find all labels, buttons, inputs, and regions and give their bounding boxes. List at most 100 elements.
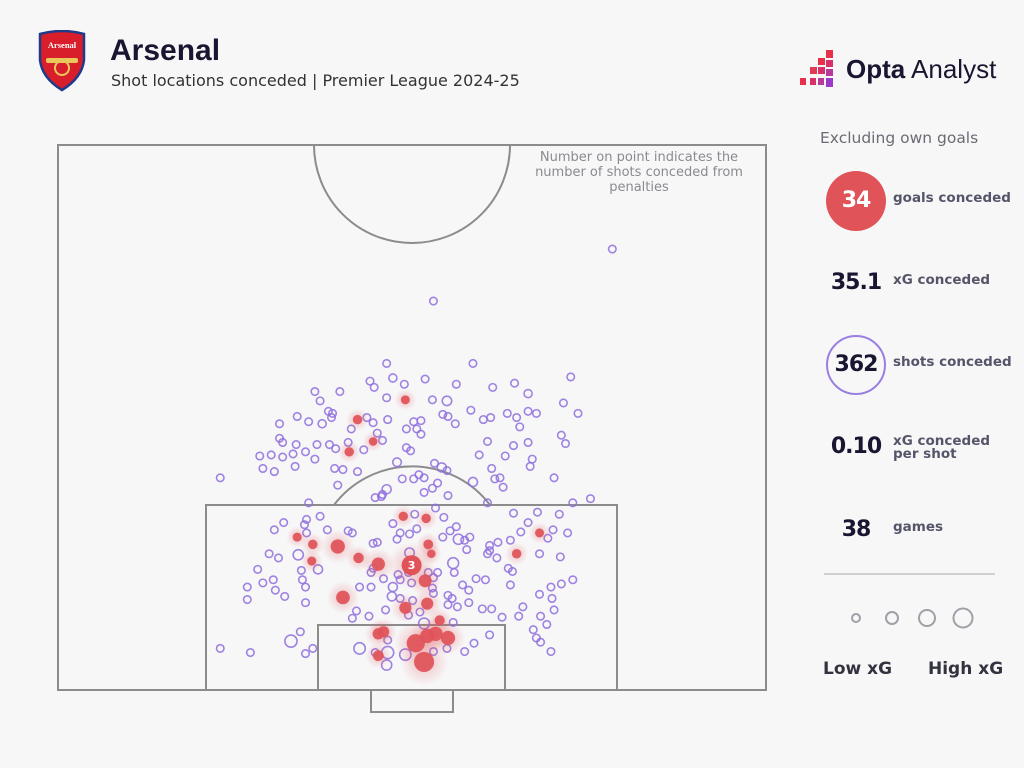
shot-point [556,579,566,589]
shot-point [465,532,475,542]
shot-point [467,476,479,488]
shot-point [508,441,519,451]
penalty-arc [333,465,491,506]
shot-point [546,646,556,657]
shot-point [451,522,461,532]
shot-point [523,437,533,448]
goal-point [421,513,431,524]
shot-point [372,537,382,547]
shot-point [330,463,340,474]
shot-point [468,358,478,368]
penalty-count-label: 3 [408,559,416,572]
shot-point [488,382,498,392]
goal-point [428,626,443,641]
shot-point [391,457,403,468]
shot-point [471,574,481,584]
shot-point [490,474,500,484]
shot-point [288,449,298,459]
shot-point [406,446,416,456]
shot-point [284,634,298,648]
shot-point [355,582,365,592]
shot-point [270,585,280,595]
shot-point [505,580,515,590]
shot-point [446,556,460,570]
shot-point [333,480,343,490]
penalty-point [401,555,422,576]
shot-point [458,580,468,590]
shot-point [500,451,510,461]
shot-point [534,549,545,559]
brand-bold: Opta [846,54,906,84]
shot-point [558,398,568,408]
shot-point [258,463,268,474]
shot-point [273,553,284,563]
shot-point [607,244,617,254]
shot-point [428,296,438,306]
stat-label: xG conceded per shot [893,433,991,462]
shot-point [366,582,376,592]
shot-point [308,643,318,653]
shot-point [498,482,508,492]
shot-point [536,637,546,647]
shot-point [549,605,559,615]
stat-value: 35.1 [830,270,882,295]
goal-point [330,539,345,554]
shot-point [585,494,596,504]
shot-point [420,374,430,384]
stat-shots: 362 shots conceded [826,335,1016,395]
goal-point [344,447,354,457]
shot-point [397,474,407,484]
shot-point [528,625,538,635]
shot-point [427,483,437,493]
goal-point [399,601,412,614]
shot-point [215,473,225,483]
shot-point [245,648,255,658]
shot-point [419,487,429,497]
shot-point [383,415,393,425]
shot-point [527,454,537,464]
shot-point [255,451,265,461]
shot-point [532,507,542,517]
pitch-lines [57,144,767,713]
shot-point [412,524,422,534]
shot-point [460,646,470,657]
goal-point [398,511,409,522]
shot-map-pitch: 3 [57,144,767,713]
shot-point [566,372,576,382]
shot-point [368,538,378,548]
shot-point [382,358,392,368]
shot-point [292,411,302,422]
goal-point [292,532,302,542]
sidebar-divider [824,573,995,575]
shot-point [278,452,288,462]
shot-point [347,528,357,538]
shot-point [514,611,524,621]
shot-point [477,604,487,614]
shot-point [290,461,300,471]
shot-point [568,575,578,585]
legend-size-circle [851,613,861,623]
shot-point [443,600,453,610]
shot-point [450,419,460,429]
shot-point [525,461,535,471]
shot-point [416,416,426,426]
stat-value: 0.10 [830,434,882,459]
stat-label: goals conceded [893,190,1011,206]
stat-value: 362 [826,335,886,395]
shot-point [326,412,337,423]
shot-point [388,373,398,383]
xg-size-legend [851,607,974,629]
shot-point [523,406,533,416]
stat-xg-per-shot: 0.10 xG conceded per shot [826,417,1016,477]
brand-light: Analyst [911,54,997,84]
shot-point [392,534,402,544]
shot-point [304,417,314,427]
shot-point [439,512,449,522]
shot-point [542,619,552,630]
legend-size-circle [885,611,899,625]
goal-point [353,552,364,564]
shot-point [438,409,448,419]
shot-point [556,430,566,440]
goal-point [352,414,363,425]
shot-point [452,602,462,612]
